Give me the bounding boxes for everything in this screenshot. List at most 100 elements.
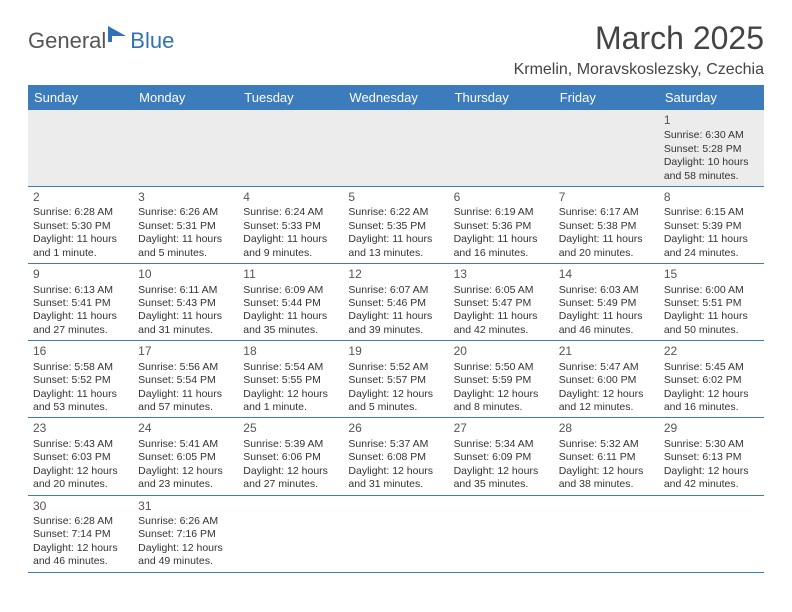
day-number: 28 xyxy=(559,421,654,436)
sunrise-line: Sunrise: 6:30 AM xyxy=(664,129,759,142)
calendar-day-cell: 30Sunrise: 6:28 AMSunset: 7:14 PMDayligh… xyxy=(28,496,133,572)
weekday-header-cell: Tuesday xyxy=(238,85,343,110)
sunrise-line: Sunrise: 5:32 AM xyxy=(559,438,654,451)
weekday-header-row: SundayMondayTuesdayWednesdayThursdayFrid… xyxy=(28,85,764,110)
calendar-day-cell: 2Sunrise: 6:28 AMSunset: 5:30 PMDaylight… xyxy=(28,187,133,263)
day-number: 11 xyxy=(243,267,338,282)
calendar-day-cell: 23Sunrise: 5:43 AMSunset: 6:03 PMDayligh… xyxy=(28,418,133,494)
calendar-week-row: 16Sunrise: 5:58 AMSunset: 5:52 PMDayligh… xyxy=(28,341,764,418)
sunrise-line: Sunrise: 5:52 AM xyxy=(348,361,443,374)
day-number: 27 xyxy=(454,421,549,436)
calendar-day-cell: 17Sunrise: 5:56 AMSunset: 5:54 PMDayligh… xyxy=(133,341,238,417)
calendar-grid: SundayMondayTuesdayWednesdayThursdayFrid… xyxy=(28,85,764,573)
calendar-week-row: 1Sunrise: 6:30 AMSunset: 5:28 PMDaylight… xyxy=(28,110,764,187)
daylight-line: Daylight: 11 hours and 39 minutes. xyxy=(348,310,443,337)
calendar-day-cell: 6Sunrise: 6:19 AMSunset: 5:36 PMDaylight… xyxy=(449,187,554,263)
calendar-day-cell: 25Sunrise: 5:39 AMSunset: 6:06 PMDayligh… xyxy=(238,418,343,494)
sunset-line: Sunset: 5:33 PM xyxy=(243,220,338,233)
sunrise-line: Sunrise: 5:47 AM xyxy=(559,361,654,374)
calendar-day-cell: 7Sunrise: 6:17 AMSunset: 5:38 PMDaylight… xyxy=(554,187,659,263)
sunrise-line: Sunrise: 5:30 AM xyxy=(664,438,759,451)
day-number: 18 xyxy=(243,344,338,359)
day-number: 21 xyxy=(559,344,654,359)
calendar-day-cell: 12Sunrise: 6:07 AMSunset: 5:46 PMDayligh… xyxy=(343,264,448,340)
calendar-empty-cell xyxy=(343,110,448,186)
sunset-line: Sunset: 5:47 PM xyxy=(454,297,549,310)
day-number: 17 xyxy=(138,344,233,359)
calendar-empty-cell xyxy=(238,110,343,186)
daylight-line: Daylight: 10 hours and 58 minutes. xyxy=(664,156,759,183)
sunrise-line: Sunrise: 6:03 AM xyxy=(559,284,654,297)
sunrise-line: Sunrise: 6:28 AM xyxy=(33,515,128,528)
daylight-line: Daylight: 11 hours and 20 minutes. xyxy=(559,233,654,260)
sunset-line: Sunset: 5:31 PM xyxy=(138,220,233,233)
day-number: 31 xyxy=(138,499,233,514)
calendar-day-cell: 21Sunrise: 5:47 AMSunset: 6:00 PMDayligh… xyxy=(554,341,659,417)
sunset-line: Sunset: 5:38 PM xyxy=(559,220,654,233)
daylight-line: Daylight: 12 hours and 31 minutes. xyxy=(348,465,443,492)
daylight-line: Daylight: 12 hours and 27 minutes. xyxy=(243,465,338,492)
daylight-line: Daylight: 12 hours and 12 minutes. xyxy=(559,388,654,415)
sunset-line: Sunset: 5:36 PM xyxy=(454,220,549,233)
location-text: Krmelin, Moravskoslezsky, Czechia xyxy=(514,61,764,79)
daylight-line: Daylight: 11 hours and 5 minutes. xyxy=(138,233,233,260)
sunset-line: Sunset: 6:11 PM xyxy=(559,451,654,464)
sunset-line: Sunset: 6:02 PM xyxy=(664,374,759,387)
calendar-empty-cell xyxy=(449,110,554,186)
calendar-day-cell: 24Sunrise: 5:41 AMSunset: 6:05 PMDayligh… xyxy=(133,418,238,494)
day-number: 15 xyxy=(664,267,759,282)
daylight-line: Daylight: 11 hours and 46 minutes. xyxy=(559,310,654,337)
logo-text-general: General xyxy=(28,28,106,54)
daylight-line: Daylight: 11 hours and 16 minutes. xyxy=(454,233,549,260)
calendar-day-cell: 20Sunrise: 5:50 AMSunset: 5:59 PMDayligh… xyxy=(449,341,554,417)
sunset-line: Sunset: 5:59 PM xyxy=(454,374,549,387)
day-number: 30 xyxy=(33,499,128,514)
sunrise-line: Sunrise: 6:17 AM xyxy=(559,206,654,219)
sunset-line: Sunset: 6:03 PM xyxy=(33,451,128,464)
daylight-line: Daylight: 11 hours and 27 minutes. xyxy=(33,310,128,337)
sunrise-line: Sunrise: 6:22 AM xyxy=(348,206,443,219)
calendar-day-cell: 13Sunrise: 6:05 AMSunset: 5:47 PMDayligh… xyxy=(449,264,554,340)
daylight-line: Daylight: 12 hours and 20 minutes. xyxy=(33,465,128,492)
day-number: 25 xyxy=(243,421,338,436)
daylight-line: Daylight: 11 hours and 57 minutes. xyxy=(138,388,233,415)
day-number: 8 xyxy=(664,190,759,205)
sunrise-line: Sunrise: 5:58 AM xyxy=(33,361,128,374)
daylight-line: Daylight: 12 hours and 23 minutes. xyxy=(138,465,233,492)
calendar-empty-cell xyxy=(554,110,659,186)
sunset-line: Sunset: 6:05 PM xyxy=(138,451,233,464)
daylight-line: Daylight: 12 hours and 42 minutes. xyxy=(664,465,759,492)
sunset-line: Sunset: 5:51 PM xyxy=(664,297,759,310)
day-number: 9 xyxy=(33,267,128,282)
sunset-line: Sunset: 5:43 PM xyxy=(138,297,233,310)
calendar-day-cell: 16Sunrise: 5:58 AMSunset: 5:52 PMDayligh… xyxy=(28,341,133,417)
sunset-line: Sunset: 5:54 PM xyxy=(138,374,233,387)
day-number: 22 xyxy=(664,344,759,359)
calendar-day-cell: 18Sunrise: 5:54 AMSunset: 5:55 PMDayligh… xyxy=(238,341,343,417)
weekday-header-cell: Sunday xyxy=(28,85,133,110)
day-number: 1 xyxy=(664,113,759,128)
logo-flag-icon xyxy=(108,26,130,47)
sunset-line: Sunset: 5:49 PM xyxy=(559,297,654,310)
sunrise-line: Sunrise: 6:28 AM xyxy=(33,206,128,219)
calendar-day-cell: 31Sunrise: 6:26 AMSunset: 7:16 PMDayligh… xyxy=(133,496,238,572)
sunset-line: Sunset: 5:52 PM xyxy=(33,374,128,387)
calendar-day-cell: 10Sunrise: 6:11 AMSunset: 5:43 PMDayligh… xyxy=(133,264,238,340)
sunrise-line: Sunrise: 6:15 AM xyxy=(664,206,759,219)
daylight-line: Daylight: 12 hours and 8 minutes. xyxy=(454,388,549,415)
daylight-line: Daylight: 12 hours and 16 minutes. xyxy=(664,388,759,415)
day-number: 6 xyxy=(454,190,549,205)
sunset-line: Sunset: 5:46 PM xyxy=(348,297,443,310)
sunrise-line: Sunrise: 5:45 AM xyxy=(664,361,759,374)
weekday-header-cell: Friday xyxy=(554,85,659,110)
calendar-day-cell: 5Sunrise: 6:22 AMSunset: 5:35 PMDaylight… xyxy=(343,187,448,263)
day-number: 23 xyxy=(33,421,128,436)
sunset-line: Sunset: 6:06 PM xyxy=(243,451,338,464)
sunrise-line: Sunrise: 6:26 AM xyxy=(138,206,233,219)
sunrise-line: Sunrise: 6:00 AM xyxy=(664,284,759,297)
sunset-line: Sunset: 5:41 PM xyxy=(33,297,128,310)
calendar-week-row: 9Sunrise: 6:13 AMSunset: 5:41 PMDaylight… xyxy=(28,264,764,341)
sunset-line: Sunset: 6:13 PM xyxy=(664,451,759,464)
weekday-header-cell: Saturday xyxy=(659,85,764,110)
daylight-line: Daylight: 12 hours and 46 minutes. xyxy=(33,542,128,569)
